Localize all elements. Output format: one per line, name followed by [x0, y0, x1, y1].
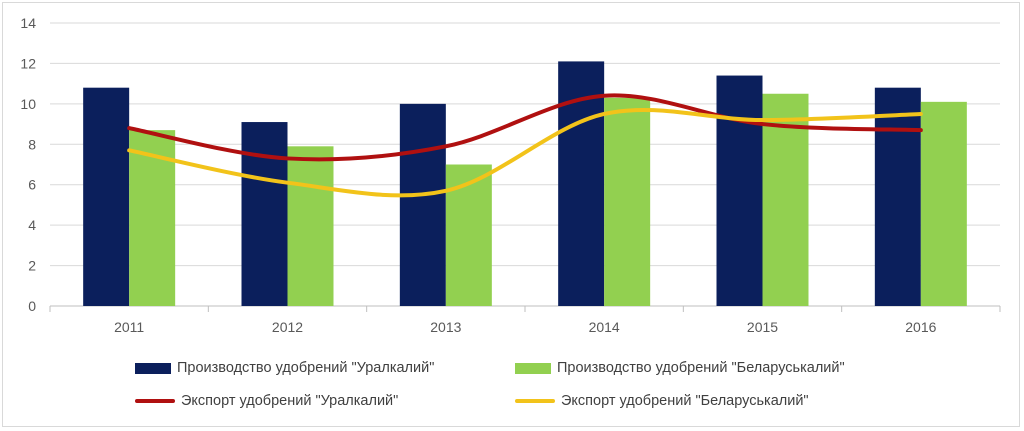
legend-label-uralkali-export: Экспорт удобрений "Уралкалий" [181, 393, 399, 409]
bar-производство-удобрений-уралкалий-2016 [874, 87, 921, 306]
x-tick-label-2015: 2015 [747, 319, 778, 335]
bar-производство-удобрений-уралкалий-2013 [399, 103, 446, 306]
line-экспорт-удобрений-беларуськалий [127, 107, 923, 198]
line-экспорт-удобрений-уралкалий [127, 93, 923, 162]
x-tick-label-2016: 2016 [905, 319, 936, 335]
y-tick-label: 12 [20, 55, 36, 71]
legend-item-uralkali-production: Производство удобрений "Уралкалий" [135, 360, 434, 376]
x-tick-label-2011: 2011 [114, 319, 144, 335]
y-axis: 0 2 4 6 8 10 12 14 [20, 15, 36, 314]
bar-производство-удобрений-беларуськалий-2015 [762, 93, 809, 306]
y-tick-label: 2 [28, 258, 36, 274]
bar-производство-удобрений-беларуськалий-2013 [445, 164, 492, 306]
bar-производство-удобрений-уралкалий-2015 [716, 75, 763, 306]
y-tick-label: 4 [28, 217, 36, 233]
bar-производство-удобрений-уралкалий-2011 [83, 87, 130, 306]
legend-item-uralkali-export: Экспорт удобрений "Уралкалий" [135, 393, 398, 409]
y-tick-label: 0 [28, 298, 36, 314]
legend-item-belaruskali-export: Экспорт удобрений "Беларуськалий" [515, 393, 809, 409]
bar-производство-удобрений-беларуськалий-2014 [604, 97, 651, 307]
combo-chart: 0 2 4 6 8 10 12 14 2011 2012 2013 2014 2015 2016 [20, 15, 1001, 335]
bar-производство-удобрений-беларуськалий-2012 [287, 146, 334, 306]
y-tick-label: 6 [28, 177, 36, 193]
legend-item-belaruskali-production: Производство удобрений "Беларуськалий" [515, 360, 845, 376]
bars [83, 61, 967, 307]
bar-производство-удобрений-беларуськалий-2016 [920, 101, 967, 306]
x-tick-label-2013: 2013 [430, 319, 461, 335]
y-tick-label: 10 [20, 96, 36, 112]
legend-label-belaruskali-export: Экспорт удобрений "Беларуськалий" [561, 393, 809, 409]
legend: Производство удобрений "Уралкалий" Произ… [0, 352, 1024, 422]
y-tick-label: 8 [28, 136, 36, 152]
legend-swatch-uralkali-production [135, 362, 171, 374]
x-tick-label-2012: 2012 [272, 319, 303, 335]
legend-label-uralkali-production: Производство удобрений "Уралкалий" [177, 360, 435, 376]
x-axis: 2011 2012 2013 2014 2015 2016 [49, 306, 1001, 335]
series-lines [127, 93, 923, 198]
legend-swatch-belaruskali-production [515, 362, 551, 374]
legend-swatch-belaruskali-export [515, 399, 555, 403]
x-tick-label-2014: 2014 [589, 319, 620, 335]
legend-label-belaruskali-production: Производство удобрений "Беларуськалий" [557, 360, 845, 376]
y-tick-label: 14 [20, 15, 36, 31]
legend-swatch-uralkali-export [135, 399, 175, 403]
bar-производство-удобрений-уралкалий-2012 [241, 122, 288, 306]
